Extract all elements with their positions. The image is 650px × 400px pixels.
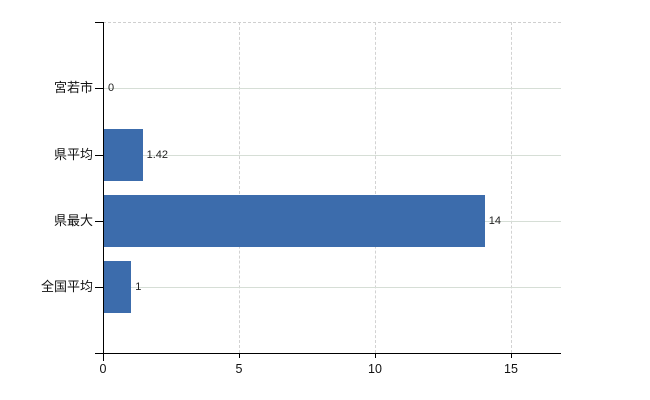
vertical-gridline bbox=[239, 22, 240, 353]
x-axis-tick-label: 5 bbox=[235, 362, 243, 376]
x-axis-line bbox=[95, 353, 561, 354]
bar bbox=[104, 128, 143, 181]
bar-value-label: 1 bbox=[135, 281, 142, 294]
bar bbox=[104, 261, 132, 314]
y-axis-tick bbox=[95, 88, 103, 90]
plot-top-border bbox=[103, 22, 561, 23]
category-label: 県平均 bbox=[53, 146, 93, 162]
x-axis-tick bbox=[239, 354, 240, 358]
y-axis-top-tick bbox=[95, 22, 103, 23]
vertical-gridline bbox=[375, 22, 376, 353]
y-axis-tick bbox=[95, 220, 103, 222]
category-label: 宮若市 bbox=[53, 80, 93, 96]
x-axis-tick-label: 15 bbox=[504, 362, 518, 376]
category-label: 全国平均 bbox=[40, 279, 93, 295]
x-axis-tick bbox=[511, 354, 512, 358]
bar-value-label: 1.42 bbox=[146, 148, 169, 161]
bar bbox=[104, 194, 485, 247]
x-axis-tick bbox=[375, 354, 376, 358]
y-axis-tick bbox=[95, 287, 103, 289]
y-axis-line bbox=[103, 22, 104, 361]
row-gridline bbox=[103, 287, 561, 289]
x-axis-tick-label: 10 bbox=[368, 362, 382, 376]
x-axis-tick-label: 0 bbox=[99, 362, 107, 376]
bar-value-label: 0 bbox=[108, 82, 115, 95]
row-gridline bbox=[103, 154, 561, 156]
category-label: 県最大 bbox=[53, 212, 93, 228]
vertical-gridline bbox=[511, 22, 512, 353]
row-gridline bbox=[103, 88, 561, 90]
bar-value-label: 14 bbox=[488, 214, 502, 227]
y-axis-tick bbox=[95, 154, 103, 156]
